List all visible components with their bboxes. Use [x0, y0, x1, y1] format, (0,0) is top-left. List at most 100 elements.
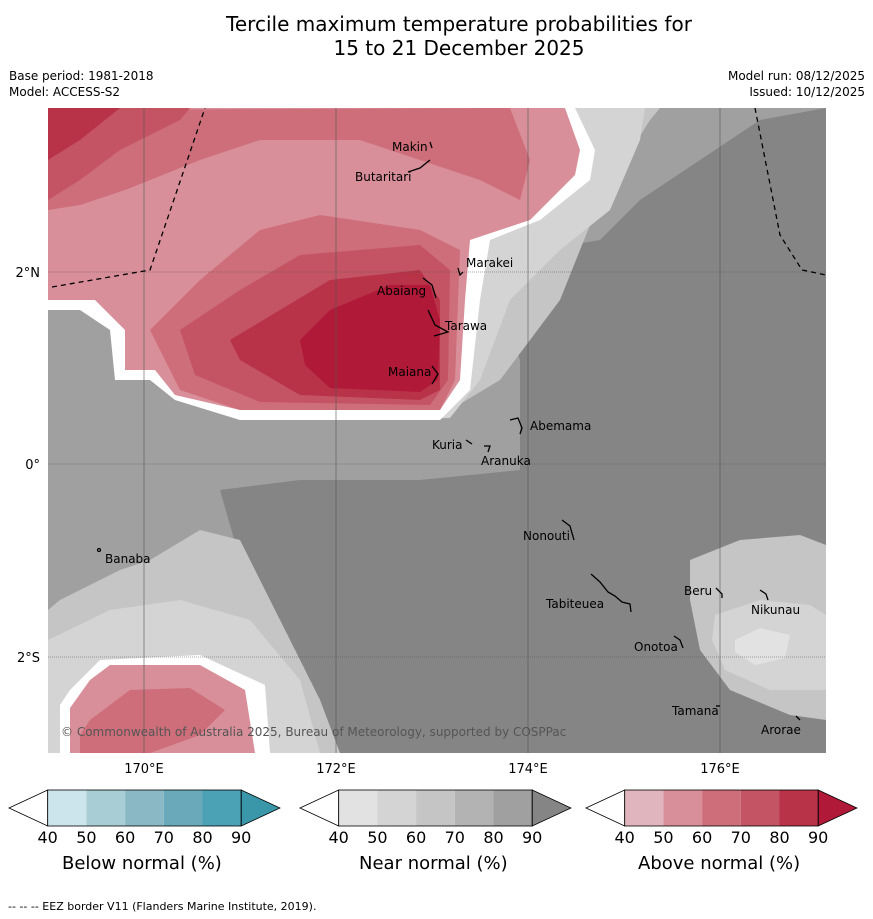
island-kuria: [465, 439, 473, 445]
gridlines: [48, 108, 826, 753]
label-aranuka: Aranuka: [481, 454, 531, 468]
colorbar-below-tick: 60: [114, 828, 136, 847]
label-tamana: Tamana: [671, 704, 719, 718]
label-nikunau: Nikunau: [751, 603, 800, 617]
lon-label-172: 172°E: [316, 762, 356, 777]
copyright-notice: © Commonwealth of Australia 2025, Bureau…: [61, 725, 566, 739]
chart-title: Tercile maximum temperature probabilitie…: [0, 12, 873, 60]
title-line-2: 15 to 21 December 2025: [333, 36, 585, 60]
colorbar-below-tick: 40: [37, 828, 58, 847]
colorbar-near-tick: 40: [328, 828, 349, 847]
colorbar-below-segment: [125, 790, 164, 826]
colorbar-above-segment: [663, 790, 703, 826]
colorbar-below-segment: [47, 790, 87, 826]
colorbar-near-tick: 80: [483, 828, 504, 847]
colorbar-above-low-extend: [585, 789, 626, 827]
above-normal-60-sw: [80, 688, 225, 753]
axis-labels: 2°N 0° 2°S 170°E 172°E 174°E 176°E: [16, 266, 740, 777]
lon-label-176: 176°E: [700, 762, 740, 777]
probability-field: Makin Butaritari Marakei Abaiang Tarawa …: [48, 108, 826, 753]
colorbar-near-tick: 90: [522, 828, 543, 847]
colorbar-below-tick: 80: [192, 828, 213, 847]
colorbar-near-segment: [416, 790, 455, 826]
colorbar-above-segment: [624, 790, 664, 826]
label-maiana: Maiana: [388, 365, 431, 379]
above-normal-60-nw: [48, 108, 530, 210]
title-line-1: Tercile maximum temperature probabilitie…: [226, 12, 692, 36]
colorbar-above-high-extend: [817, 789, 858, 827]
colorbar-above-segment: [779, 790, 819, 826]
label-arorae: Arorae: [761, 723, 801, 737]
lat-label-2n: 2°N: [16, 266, 41, 281]
colorbar-above-tick: 90: [808, 828, 829, 847]
colorbar-above-tick: 40: [614, 828, 635, 847]
islands: [96, 141, 801, 721]
colorbar-near-segment: [338, 790, 378, 826]
colorbar-above-tick: 50: [653, 828, 674, 847]
place-labels: Makin Butaritari Marakei Abaiang Tarawa …: [105, 140, 801, 737]
island-banaba: [96, 547, 102, 553]
colorbar-label-below: Below normal (%): [62, 853, 222, 874]
island-beru: [715, 587, 723, 598]
island-nonouti: [561, 519, 575, 541]
label-butaritari: Butaritari: [355, 170, 412, 184]
model-name: Model: ACCESS-S2: [9, 85, 121, 99]
colorbar-below-outline: [47, 789, 242, 827]
colorbar-below-high-extend: [240, 789, 281, 827]
island-tabiteuea: [590, 573, 632, 613]
island-marakei: [457, 267, 464, 277]
colorbar-near-segment: [377, 790, 417, 826]
label-kuria: Kuria: [432, 438, 463, 452]
island-tarawa: [427, 309, 450, 337]
model-run: Model run: 08/12/2025: [727, 69, 865, 83]
label-marakei: Marakei: [466, 256, 513, 270]
island-butaritari: [407, 159, 431, 173]
colorbar-above-outline: [624, 789, 819, 827]
colorbar-near-high-extend: [531, 789, 572, 827]
label-abemama: Abemama: [530, 419, 591, 433]
label-onotoa: Onotoa: [634, 640, 678, 654]
colorbar-near-low-extend: [299, 789, 340, 827]
island-makin: [429, 141, 433, 149]
colorbar-near-segment: [454, 790, 494, 826]
colorbar-below-tick: 50: [76, 828, 97, 847]
label-makin: Makin: [392, 140, 428, 154]
eez-border: [51, 108, 826, 288]
colorbar-below-segment: [86, 790, 126, 826]
island-abemama: [509, 417, 523, 435]
colorbar-above-segment: [702, 790, 741, 826]
lon-label-174: 174°E: [508, 762, 548, 777]
label-banaba: Banaba: [105, 552, 151, 566]
colorbar-near-outline: [338, 789, 533, 827]
label-nonouti: Nonouti: [523, 529, 570, 543]
colorbar-above-tick: 80: [769, 828, 790, 847]
colorbar-near-tick: 50: [367, 828, 388, 847]
colorbar-label-near: Near normal (%): [359, 853, 508, 874]
lat-label-2s: 2°S: [17, 651, 40, 666]
base-period: Base period: 1981-2018: [9, 69, 154, 83]
label-tarawa: Tarawa: [444, 319, 487, 333]
colorbar-label-above: Above normal (%): [638, 853, 801, 874]
island-nikunau: [759, 589, 769, 601]
label-abaiang: Abaiang: [377, 284, 426, 298]
colorbar-above-segment: [740, 790, 780, 826]
colorbar-near-tick: 70: [444, 828, 465, 847]
eez-footer-note: -- -- -- EEZ border V11 (Flanders Marine…: [8, 900, 317, 913]
near-normal-under40-se: [735, 628, 790, 665]
colorbars: [8, 789, 858, 827]
label-beru: Beru: [684, 584, 712, 598]
label-tabiteuea: Tabiteuea: [545, 597, 604, 611]
colorbar-below-low-extend: [8, 789, 49, 827]
island-aranuka: [484, 445, 491, 453]
lat-label-0: 0°: [25, 458, 40, 473]
colorbar-above-tick: 60: [691, 828, 713, 847]
meta-right: Model run: 08/12/2025 Issued: 10/12/2025: [728, 68, 865, 100]
near-normal-70-region: [220, 108, 826, 753]
colorbar-below-tick: 70: [153, 828, 174, 847]
colorbar-near-segment: [493, 790, 533, 826]
above-normal-80-nw: [48, 108, 120, 160]
colorbar-near-tick: 60: [405, 828, 427, 847]
colorbar-above-tick: 70: [730, 828, 751, 847]
island-maiana: [431, 365, 439, 385]
